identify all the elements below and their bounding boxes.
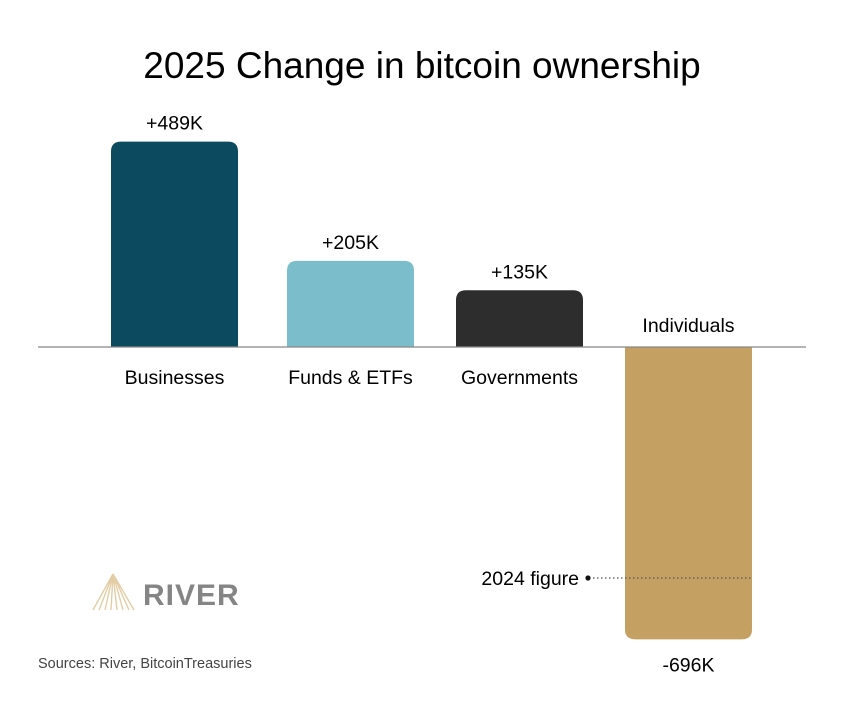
data-label-businesses: +489K — [146, 113, 203, 135]
category-label-governments: Governments — [461, 367, 578, 389]
river-logo-text: RIVER — [143, 579, 240, 612]
category-label-businesses: Businesses — [125, 367, 225, 389]
bar-funds-etfs — [287, 260, 414, 347]
data-label-individuals: -696K — [662, 654, 714, 676]
reference-dot — [585, 575, 591, 581]
reference-label: 2024 figure — [481, 568, 579, 590]
bar-governments — [456, 290, 583, 347]
chart-title: 2025 Change in bitcoin ownership — [143, 45, 700, 86]
data-label-funds-etfs: +205K — [322, 232, 379, 254]
river-logo-icon — [92, 573, 135, 611]
river-logo: RIVER — [92, 573, 240, 612]
bar-individuals — [625, 347, 752, 640]
source-note: Sources: River, BitcoinTreasuries — [38, 656, 252, 672]
category-label-funds-etfs: Funds & ETFs — [288, 367, 413, 389]
category-label-individuals: Individuals — [642, 315, 734, 337]
data-label-governments: +135K — [491, 261, 548, 283]
bar-businesses — [111, 141, 238, 347]
